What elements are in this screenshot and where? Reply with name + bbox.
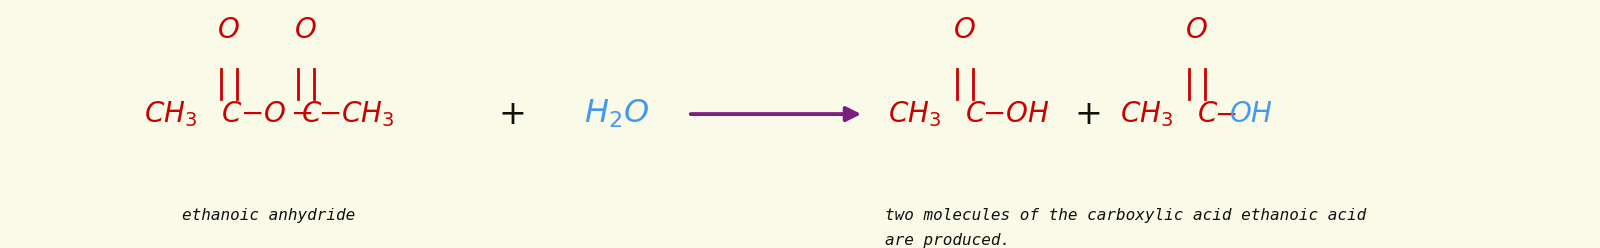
Text: two molecules of the carboxylic acid ethanoic acid: two molecules of the carboxylic acid eth… — [885, 208, 1366, 223]
Text: $\mathit{CH_3}$: $\mathit{CH_3}$ — [144, 99, 197, 129]
Text: +: + — [498, 97, 526, 131]
Text: $\mathit{C}$: $\mathit{C}$ — [1197, 100, 1218, 128]
Text: $\mathit{O}$: $\mathit{O}$ — [954, 16, 976, 44]
Text: $\mathit{C}$: $\mathit{C}$ — [965, 100, 986, 128]
Text: $\mathit{O}$: $\mathit{O}$ — [1186, 16, 1208, 44]
Text: $\mathit{OH}$: $\mathit{OH}$ — [1229, 100, 1272, 128]
Text: +: + — [1074, 97, 1102, 131]
Text: $\mathit{-OH}$: $\mathit{-OH}$ — [982, 100, 1050, 128]
Text: ethanoic anhydride: ethanoic anhydride — [182, 208, 355, 223]
Text: $\mathit{O}$: $\mathit{O}$ — [294, 16, 317, 44]
Text: $\mathit{-}$: $\mathit{-}$ — [1214, 100, 1237, 128]
Text: $\mathit{-CH_3}$: $\mathit{-CH_3}$ — [318, 99, 395, 129]
Text: $\mathit{C}$: $\mathit{C}$ — [301, 100, 322, 128]
Text: $\mathit{-O-}$: $\mathit{-O-}$ — [240, 100, 314, 128]
Text: $\mathit{O}$: $\mathit{O}$ — [218, 16, 240, 44]
Text: $\mathit{CH_3}$: $\mathit{CH_3}$ — [888, 99, 941, 129]
Text: $\mathit{C}$: $\mathit{C}$ — [221, 100, 242, 128]
Text: $\mathit{H_2O}$: $\mathit{H_2O}$ — [584, 98, 650, 130]
Text: are produced.: are produced. — [885, 233, 1010, 248]
Text: $\mathit{CH_3}$: $\mathit{CH_3}$ — [1120, 99, 1173, 129]
